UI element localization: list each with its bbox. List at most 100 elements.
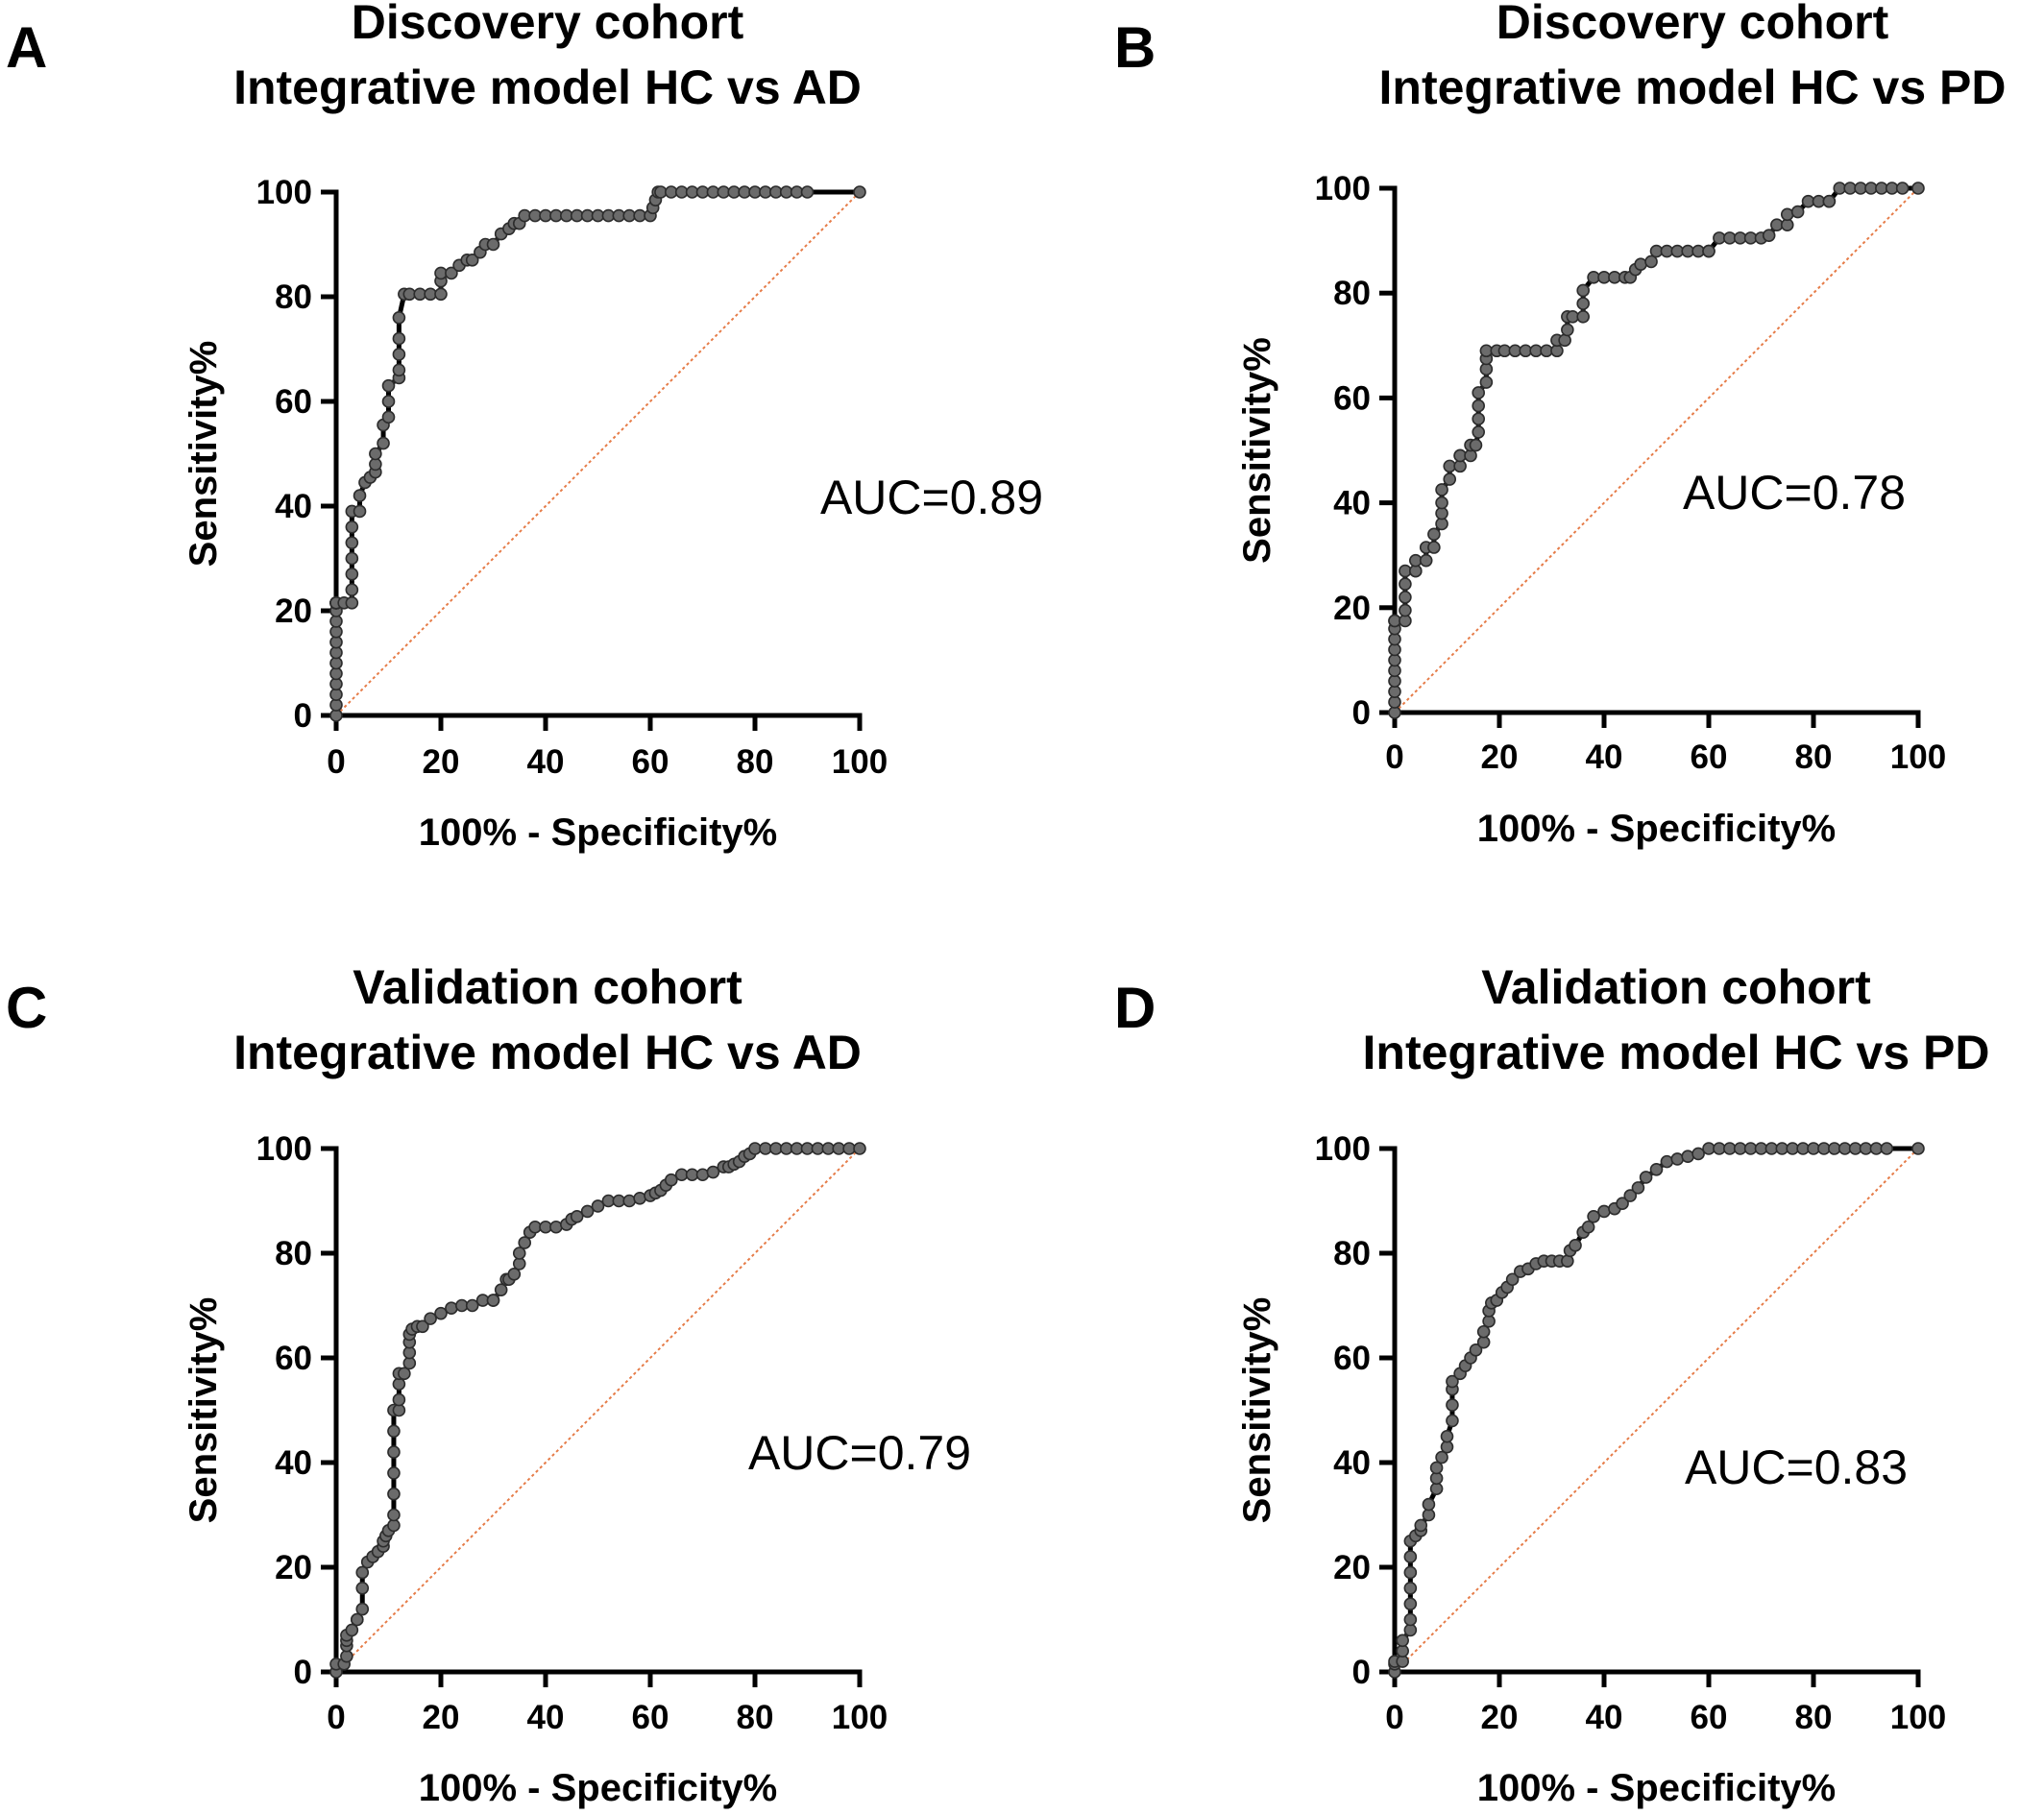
chart-title-line-2: Integrative model HC vs AD <box>233 1026 862 1079</box>
chart-panel-b: B Discovery cohort Integrative model HC vs… <box>1114 0 2006 850</box>
y-tick-label: 40 <box>1333 1444 1371 1482</box>
x-tick-label: 40 <box>527 743 565 781</box>
roc-point <box>633 1191 646 1205</box>
roc-point <box>1895 182 1910 195</box>
x-tick-label: 0 <box>327 1699 345 1736</box>
y-tick-label: 0 <box>294 697 312 735</box>
chart-title-line-1: Validation cohort <box>1481 960 1871 1014</box>
roc-point <box>345 583 359 597</box>
roc-point <box>580 1204 595 1219</box>
roc-point <box>1427 541 1441 554</box>
roc-point <box>1639 1171 1653 1184</box>
roc-point <box>434 287 448 302</box>
roc-point <box>392 1392 406 1407</box>
x-tick-label: 100 <box>832 743 888 781</box>
roc-point <box>622 1194 637 1208</box>
roc-point <box>1780 207 1794 222</box>
roc-point <box>1623 1189 1638 1202</box>
y-tick-label: 100 <box>1315 1130 1371 1168</box>
y-tick-label: 80 <box>1333 1235 1371 1272</box>
roc-point <box>1399 603 1412 617</box>
roc-point <box>387 1487 401 1501</box>
roc-point <box>1446 1414 1459 1428</box>
roc-point <box>1422 1497 1436 1512</box>
y-axis-label: Sensitivity% <box>182 341 225 568</box>
x-tick-label: 60 <box>1691 1699 1728 1736</box>
chart-title-line-2: Integrative model HC vs AD <box>233 60 862 114</box>
roc-point <box>1472 399 1485 413</box>
roc-point <box>1644 254 1658 269</box>
x-tick-label: 100 <box>832 1699 888 1736</box>
x-tick-label: 0 <box>1385 738 1403 776</box>
roc-point <box>1576 309 1590 324</box>
roc-point <box>1427 527 1441 542</box>
roc-point <box>1569 1239 1582 1252</box>
roc-point <box>1472 386 1485 399</box>
auc-annotation: AUC=0.79 <box>748 1426 971 1480</box>
roc-point <box>1762 229 1776 242</box>
chart-panel-d: D Validation cohort Integrative model HC v… <box>1114 960 1989 1809</box>
reference-line <box>1394 187 1919 714</box>
roc-point <box>1403 1582 1418 1595</box>
roc-point <box>1911 182 1925 195</box>
roc-point <box>387 1445 401 1459</box>
roc-point <box>1469 1343 1483 1357</box>
chart-title-line-2: Integrative model HC vs PD <box>1363 1026 1990 1079</box>
panel-letter: D <box>1114 976 1156 1040</box>
chart-panel-a: A Discovery cohort Integrative model HC vs… <box>6 0 1043 854</box>
x-tick-label: 80 <box>1795 1699 1833 1736</box>
x-tick-label: 40 <box>1586 738 1623 776</box>
y-tick-label: 100 <box>256 174 312 211</box>
chart-title-line-1: Discovery cohort <box>1496 0 1889 49</box>
roc-point <box>1414 1518 1428 1533</box>
y-tick-label: 60 <box>275 383 312 421</box>
x-axis-label: 100% - Specificity% <box>1477 1767 1837 1809</box>
roc-point <box>512 1246 526 1260</box>
roc-point <box>345 520 359 534</box>
roc-point <box>1435 483 1448 496</box>
auc-annotation: AUC=0.83 <box>1685 1440 1908 1494</box>
panel-letter: A <box>6 15 47 80</box>
y-tick-label: 60 <box>275 1340 312 1377</box>
roc-point <box>486 1294 500 1307</box>
y-tick-label: 100 <box>1315 170 1371 207</box>
x-tick-label: 20 <box>1481 738 1519 776</box>
roc-point <box>345 536 359 549</box>
x-tick-label: 40 <box>527 1699 565 1736</box>
roc-point <box>345 1623 359 1637</box>
roc-point <box>664 1173 678 1187</box>
roc-point <box>1435 1450 1448 1464</box>
roc-point <box>1479 375 1494 389</box>
chart-title-line-1: Validation cohort <box>353 960 742 1014</box>
roc-point <box>1616 1197 1629 1211</box>
roc-point <box>1476 1324 1491 1339</box>
roc-point <box>434 1306 448 1320</box>
roc-point <box>392 310 406 325</box>
roc-point <box>507 1268 522 1281</box>
y-tick-label: 20 <box>1333 1549 1371 1586</box>
roc-point <box>1446 1398 1459 1412</box>
roc-point <box>381 395 396 408</box>
roc-point <box>465 1298 479 1313</box>
roc-point <box>355 1582 370 1595</box>
roc-point <box>445 266 458 280</box>
roc-point <box>1429 1461 1444 1475</box>
roc-point <box>1505 1272 1520 1287</box>
roc-point <box>355 1602 370 1616</box>
roc-point <box>1469 438 1483 452</box>
y-tick-label: 100 <box>256 1130 312 1168</box>
panel-letter: B <box>1114 15 1156 80</box>
x-tick-label: 80 <box>737 1699 774 1736</box>
roc-point <box>1419 553 1433 568</box>
roc-point <box>387 1466 401 1480</box>
roc-point <box>486 237 500 252</box>
roc-point <box>350 1612 364 1627</box>
x-tick-label: 0 <box>1385 1699 1403 1736</box>
roc-point <box>345 596 359 610</box>
roc-point <box>1681 1150 1694 1163</box>
roc-point <box>853 1142 866 1155</box>
roc-point <box>1649 1163 1664 1176</box>
roc-point <box>392 331 406 346</box>
y-axis-label: Sensitivity% <box>1236 1297 1278 1524</box>
